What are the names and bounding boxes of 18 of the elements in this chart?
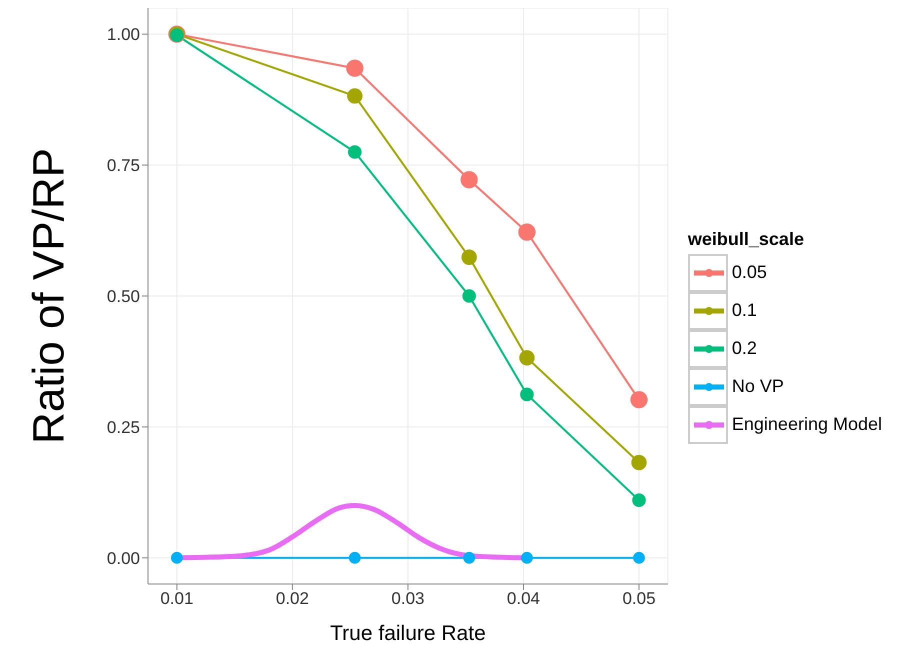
- y-tick-label: 0.00: [106, 548, 140, 568]
- legend-label: 0.2: [732, 338, 757, 359]
- y-tick-label: 0.75: [106, 156, 140, 176]
- y-tick-label: 1.00: [106, 25, 140, 44]
- x-tick-label: 0.04: [506, 589, 540, 608]
- legend-title: weibull_scale: [688, 228, 805, 250]
- x-tick-label: 0.05: [622, 589, 656, 608]
- x-tick-label: 0.01: [160, 589, 194, 608]
- legend-label: 0.1: [732, 300, 757, 321]
- x-axis-title: True failure Rate: [330, 622, 486, 645]
- x-tick-label: 0.02: [276, 589, 309, 608]
- legend-label: No VP: [732, 376, 784, 397]
- y-tick-label: 0.50: [106, 287, 140, 306]
- x-tick-label: 0.03: [391, 589, 424, 608]
- legend-label: 0.05: [732, 262, 767, 283]
- y-axis-title: Ratio of VP/RP: [24, 148, 74, 444]
- legend-label: Engineering Model: [732, 414, 882, 435]
- y-tick-label: 0.25: [106, 418, 140, 437]
